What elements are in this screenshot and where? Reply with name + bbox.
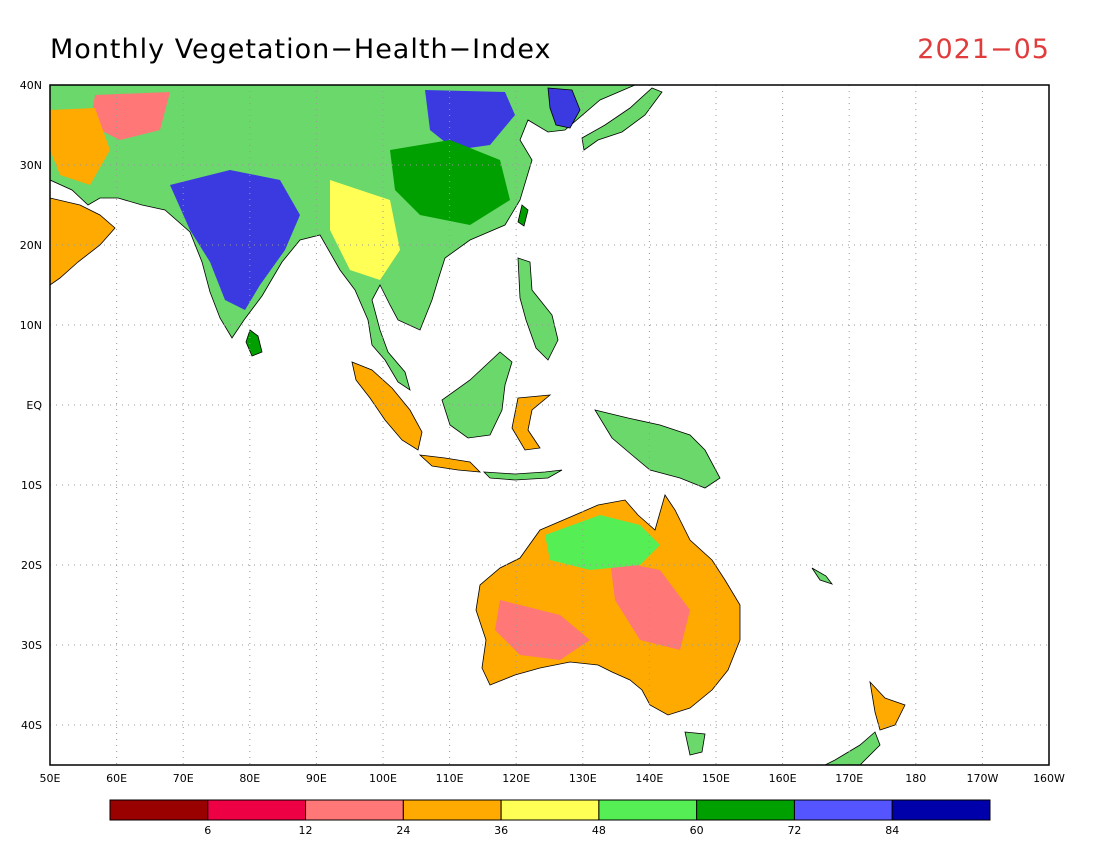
land-layer [50,85,906,765]
colorbar-swatch [793,799,893,821]
lon-tick-label: 160E [769,772,797,785]
colorbar-tick-label: 6 [204,824,211,837]
india-high-vhi-zone [170,170,300,310]
borneo-landmass [441,351,513,439]
colorbar: 6 12 24 36 48 60 72 84 [109,799,991,837]
lon-tick-label: 160W [1033,772,1065,785]
colorbar-swatch [696,799,795,821]
lat-tick-label: 30N [20,159,42,172]
lon-tick-label: 50E [40,772,61,785]
lon-tick-label: 100E [369,772,397,785]
china-green-zone [390,140,510,225]
map-frame [49,84,1050,766]
srilanka-landmass [245,329,263,357]
tibet-red-zone [90,92,170,140]
colorbar-tick-label: 48 [592,824,606,837]
china-blue-zone [425,90,515,150]
colorbar-swatch [402,799,502,821]
lon-tick-label: 180 [905,772,926,785]
taiwan-landmass [517,204,529,227]
lon-tick-label: 170E [835,772,863,785]
colorbar-swatch [598,799,698,821]
colorbar-tick-label: 36 [494,824,508,837]
colorbar-tick-label: 60 [690,824,704,837]
colorbar-tick-label: 12 [299,824,313,837]
sunda-islands [482,469,563,481]
korea-landmass [547,87,581,129]
lat-tick-label: 10N [20,319,42,332]
map-title: Monthly Vegetation−Health−Index [50,34,552,65]
philippines-landmass [517,257,559,361]
axis-labels: 50E 60E 70E 80E 90E 100E 110E 120E 130E 140E 150E 1… [20,79,1065,785]
colorbar-swatch [305,799,404,821]
lon-tick-label: 70E [173,772,194,785]
lat-tick-label: 40N [20,79,42,92]
colorbar-swatch [109,799,209,821]
lat-tick-label: 40S [21,719,42,732]
tasmania-landmass [684,731,706,756]
sumatra-landmass [351,361,423,451]
newzealand-north [869,680,906,731]
lat-tick-label: 30S [21,639,42,652]
newzealand-south [824,731,881,765]
newcaledonia-landmass [811,567,834,585]
lon-tick-label: 120E [502,772,530,785]
australia-green-north [545,515,660,570]
lon-tick-label: 60E [106,772,127,785]
lon-tick-label: 110E [436,772,464,785]
arabia-landmass [50,197,116,286]
colorbar-swatch [207,799,307,821]
lon-tick-label: 80E [239,772,260,785]
lat-tick-label: 10S [21,479,42,492]
colorbar-swatch [891,799,991,821]
mideast-orange-zone [50,108,110,185]
lon-tick-label: 140E [635,772,663,785]
lon-tick-label: 150E [702,772,730,785]
colorbar-swatch [500,799,600,821]
colorbar-tick-label: 84 [885,824,899,837]
map-date: 2021−05 [917,34,1050,65]
japan-landmass [581,87,663,151]
lat-tick-label: EQ [26,399,42,412]
lon-tick-label: 170W [966,772,998,785]
lat-tick-label: 20N [20,239,42,252]
australia-red-zone-east [610,560,690,650]
australia-landmass [475,494,741,716]
lon-tick-label: 130E [569,772,597,785]
colorbar-tick-label: 24 [396,824,410,837]
lat-tick-label: 20S [21,559,42,572]
sulawesi-landmass [511,394,552,451]
lon-tick-label: 90E [306,772,327,785]
newguinea-landmass [594,409,721,489]
colorbar-tick-label: 72 [787,824,801,837]
